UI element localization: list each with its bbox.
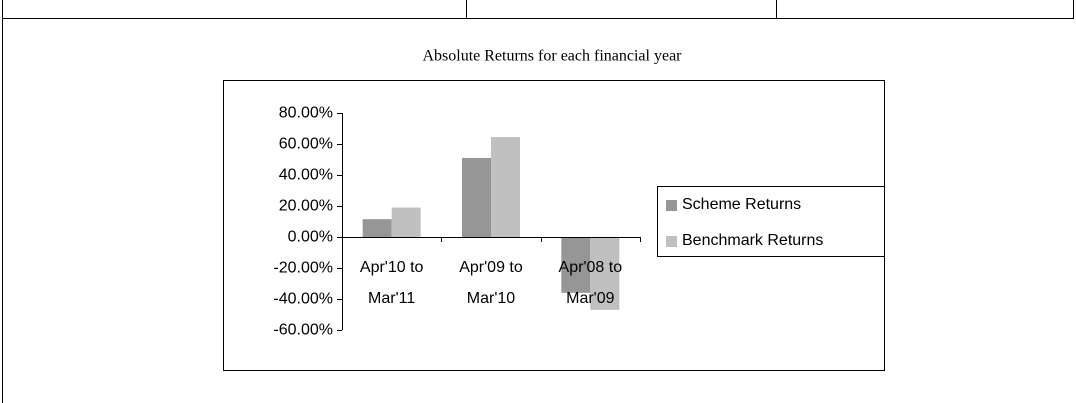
legend-label: Scheme Returns: [682, 196, 801, 213]
bar: [561, 237, 591, 293]
chart-title: Absolute Returns for each financial year: [422, 48, 682, 65]
y-tick-label: -40.00%: [273, 291, 333, 308]
y-tick-label: -60.00%: [273, 322, 333, 339]
bar: [362, 219, 392, 237]
legend-swatch: [666, 236, 677, 247]
y-tick-label: 80.00%: [279, 105, 333, 122]
x-tick-label: Apr'10 to: [360, 259, 424, 276]
legend-box: [657, 186, 885, 257]
bar: [462, 157, 491, 237]
bar: [391, 207, 421, 237]
x-tick-label: Apr'09 to: [459, 259, 523, 276]
y-tick-label: 0.00%: [288, 229, 333, 246]
bar: [590, 237, 620, 310]
y-tick-label: 60.00%: [279, 136, 333, 153]
legend-label: Benchmark Returns: [682, 232, 823, 249]
y-tick-label: 40.00%: [279, 167, 333, 184]
y-tick-label: 20.00%: [279, 198, 333, 215]
x-tick-label: Apr'08 to: [559, 259, 623, 276]
legend-swatch: [666, 200, 677, 211]
x-tick-label: Mar'09: [566, 290, 615, 307]
y-tick-label: -20.00%: [273, 260, 333, 277]
x-tick-label: Mar'11: [368, 290, 415, 307]
bar: [491, 137, 520, 237]
x-tick-label: Mar'10: [467, 290, 516, 307]
